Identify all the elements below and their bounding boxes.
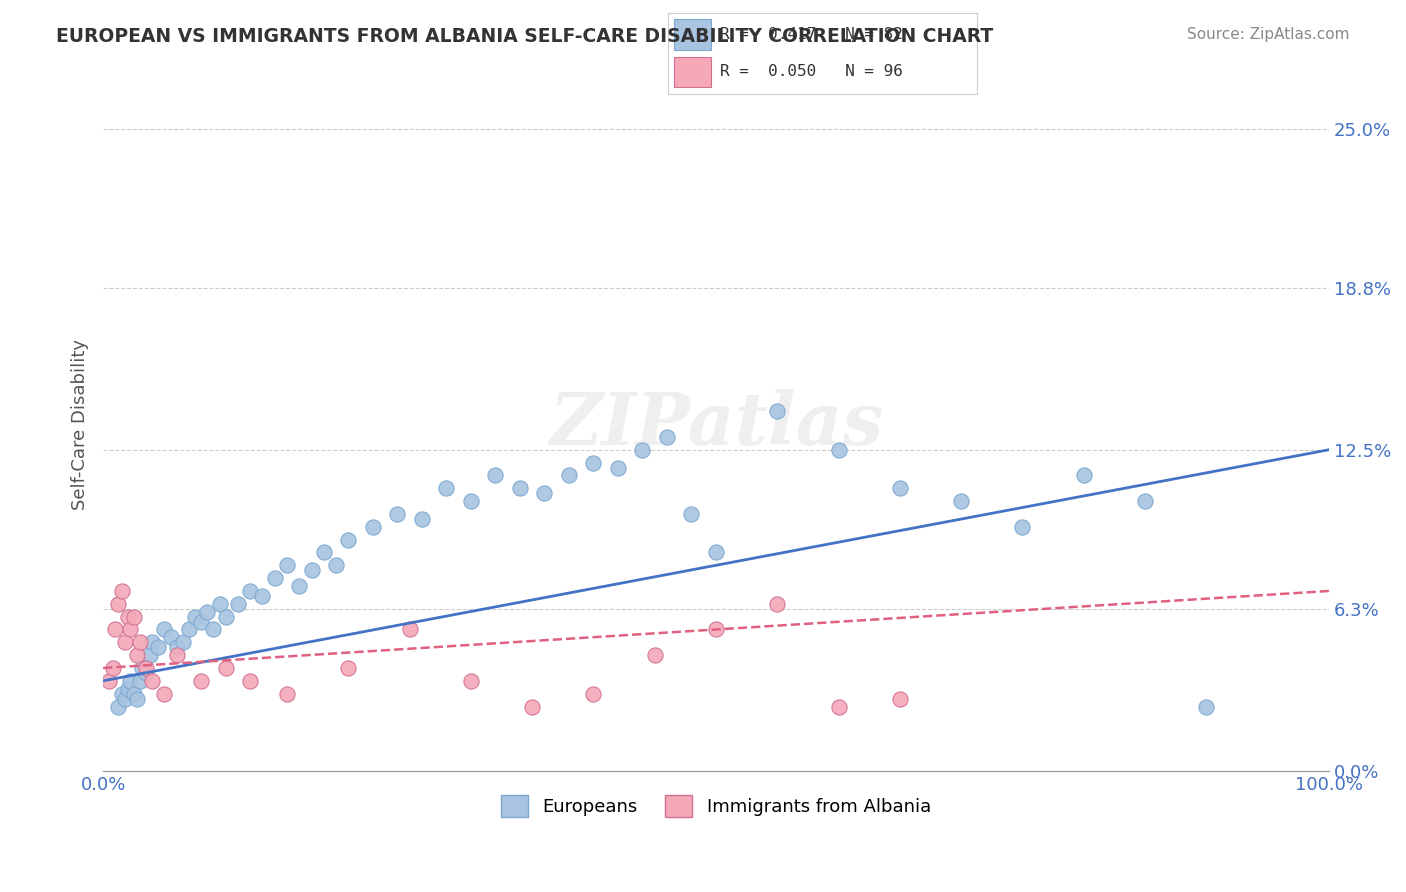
Text: R =  0.417   N = 82: R = 0.417 N = 82 bbox=[720, 27, 903, 42]
Point bbox=[252, 589, 274, 603]
Point bbox=[681, 507, 703, 521]
Point bbox=[1195, 699, 1218, 714]
Point bbox=[1073, 468, 1095, 483]
Point bbox=[208, 597, 231, 611]
Point bbox=[434, 481, 457, 495]
Point bbox=[215, 609, 238, 624]
Point bbox=[122, 687, 145, 701]
Point bbox=[166, 640, 188, 655]
Point bbox=[110, 584, 132, 599]
Point bbox=[460, 673, 482, 688]
Point bbox=[120, 673, 142, 688]
Point bbox=[141, 635, 163, 649]
Point bbox=[644, 648, 666, 662]
Point bbox=[520, 699, 543, 714]
Point bbox=[107, 699, 129, 714]
Point bbox=[153, 687, 176, 701]
Point bbox=[582, 687, 605, 701]
Point bbox=[190, 615, 212, 629]
Point bbox=[337, 533, 360, 547]
Point bbox=[122, 609, 145, 624]
Y-axis label: Self-Care Disability: Self-Care Disability bbox=[72, 339, 89, 509]
Point bbox=[655, 430, 678, 444]
Point bbox=[148, 640, 170, 655]
Text: EUROPEAN VS IMMIGRANTS FROM ALBANIA SELF-CARE DISABILITY CORRELATION CHART: EUROPEAN VS IMMIGRANTS FROM ALBANIA SELF… bbox=[56, 27, 994, 45]
Point bbox=[288, 579, 311, 593]
Point bbox=[190, 673, 212, 688]
Point bbox=[766, 597, 789, 611]
Text: R =  0.050   N = 96: R = 0.050 N = 96 bbox=[720, 64, 903, 79]
Point bbox=[117, 681, 139, 696]
Point bbox=[195, 605, 218, 619]
Point bbox=[827, 442, 849, 457]
Point bbox=[1133, 494, 1156, 508]
Point bbox=[398, 623, 420, 637]
Point bbox=[276, 558, 298, 573]
Point bbox=[166, 648, 188, 662]
Point bbox=[114, 691, 136, 706]
Point bbox=[110, 687, 132, 701]
Point bbox=[411, 512, 433, 526]
Point bbox=[889, 691, 911, 706]
Point bbox=[361, 520, 384, 534]
Point bbox=[239, 584, 262, 599]
Point bbox=[129, 673, 152, 688]
Point bbox=[135, 661, 157, 675]
Bar bbox=[673, 57, 711, 87]
Point bbox=[104, 623, 127, 637]
Point bbox=[950, 494, 973, 508]
Point bbox=[889, 481, 911, 495]
Point bbox=[184, 609, 207, 624]
Point bbox=[159, 630, 181, 644]
Point bbox=[276, 687, 298, 701]
Point bbox=[202, 623, 225, 637]
Point bbox=[460, 494, 482, 508]
Point bbox=[533, 486, 555, 500]
Point bbox=[107, 597, 129, 611]
Text: ZIPatlas: ZIPatlas bbox=[548, 389, 883, 459]
Point bbox=[607, 460, 630, 475]
Point bbox=[1011, 520, 1033, 534]
Point bbox=[301, 563, 323, 577]
Point bbox=[127, 691, 149, 706]
Point bbox=[704, 545, 727, 559]
Point bbox=[127, 648, 149, 662]
Point bbox=[484, 468, 506, 483]
Point bbox=[129, 635, 152, 649]
Bar bbox=[673, 19, 711, 49]
Legend: Europeans, Immigrants from Albania: Europeans, Immigrants from Albania bbox=[494, 788, 938, 824]
Point bbox=[312, 545, 335, 559]
Point bbox=[215, 661, 238, 675]
Point bbox=[558, 468, 581, 483]
Point bbox=[153, 623, 176, 637]
Point bbox=[631, 442, 654, 457]
Point bbox=[582, 456, 605, 470]
Point bbox=[337, 661, 360, 675]
Point bbox=[114, 635, 136, 649]
Point bbox=[239, 673, 262, 688]
Point bbox=[325, 558, 347, 573]
Point bbox=[135, 666, 157, 681]
Point bbox=[138, 648, 160, 662]
Point bbox=[131, 661, 153, 675]
Point bbox=[120, 623, 142, 637]
Point bbox=[387, 507, 409, 521]
Point bbox=[226, 597, 249, 611]
Point bbox=[141, 673, 163, 688]
Text: Source: ZipAtlas.com: Source: ZipAtlas.com bbox=[1187, 27, 1350, 42]
Point bbox=[827, 699, 849, 714]
Point bbox=[117, 609, 139, 624]
Point bbox=[172, 635, 194, 649]
Point bbox=[98, 673, 121, 688]
Point bbox=[509, 481, 531, 495]
Point bbox=[704, 623, 727, 637]
Point bbox=[263, 571, 285, 585]
Point bbox=[101, 661, 124, 675]
Point bbox=[766, 404, 789, 418]
Point bbox=[177, 623, 200, 637]
